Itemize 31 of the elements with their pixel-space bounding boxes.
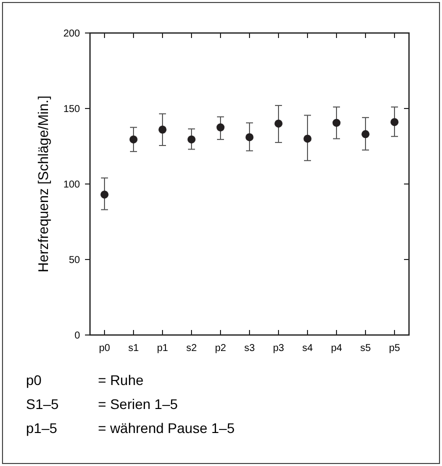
point (100, 190, 108, 199)
text: p0 = Ruhe (26, 372, 144, 388)
point (246, 133, 254, 142)
x-tick-label: s5 (360, 343, 372, 354)
x-tick-label: s1 (128, 343, 140, 354)
y-tick-label: 100 (63, 180, 80, 190)
y-axis-title: Herzfrequenz [Schläge/Min.] (35, 96, 51, 272)
x-tick-label: p1 (156, 343, 168, 354)
x-tick-label: p3 (272, 343, 284, 354)
x-tick-label: s3 (244, 343, 256, 354)
x-tick-label: s2 (186, 343, 198, 354)
x-tick-label: p4 (330, 343, 342, 354)
point (332, 118, 340, 127)
point (130, 135, 138, 144)
point (158, 126, 166, 134)
x-tick-label: p5 (388, 343, 400, 354)
text: p1–5 = während Pause 1–5 (26, 420, 235, 436)
x-tick-label: p0 (98, 343, 110, 354)
y-tick-label: 200 (63, 28, 80, 40)
y-tick-label: 50 (68, 255, 80, 266)
y-tick-label: 0 (74, 330, 80, 342)
point (304, 134, 312, 143)
point (216, 123, 224, 132)
point (274, 120, 282, 128)
x-tick-label: s4 (302, 343, 314, 354)
text: S1–5 = Serien 1–5 (26, 396, 178, 412)
point (188, 135, 196, 144)
point (390, 118, 398, 126)
y-tick-label: 150 (63, 104, 80, 115)
x-tick-label: p2 (214, 343, 226, 354)
point (362, 130, 370, 138)
